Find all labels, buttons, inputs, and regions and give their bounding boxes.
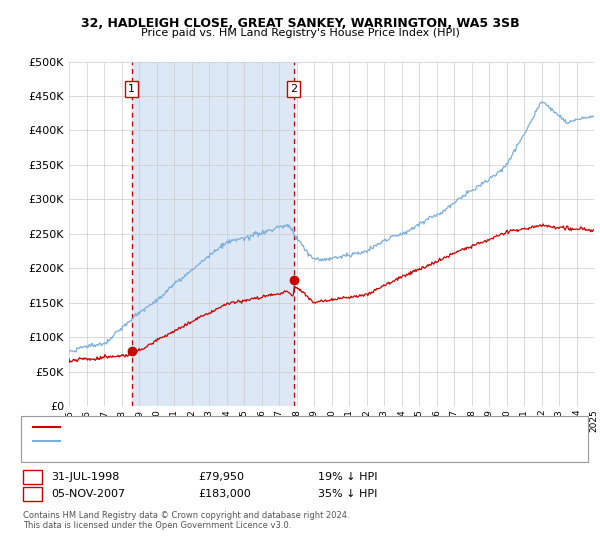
Text: 31-JUL-1998: 31-JUL-1998 [51,472,119,482]
Bar [131,62,294,406]
Text: 1: 1 [29,472,36,482]
Text: 2: 2 [290,84,297,94]
Text: 32, HADLEIGH CLOSE, GREAT SANKEY, WARRINGTON, WA5 3SB: 32, HADLEIGH CLOSE, GREAT SANKEY, WARRIN… [80,17,520,30]
Text: 2: 2 [29,489,36,499]
Text: 35% ↓ HPI: 35% ↓ HPI [318,489,377,499]
Text: 32, HADLEIGH CLOSE, GREAT SANKEY, WARRINGTON, WA5 3SB (detached house): 32, HADLEIGH CLOSE, GREAT SANKEY, WARRIN… [65,422,463,432]
Text: HPI: Average price, detached house, Warrington: HPI: Average price, detached house, Warr… [65,436,299,446]
Text: 05-NOV-2007: 05-NOV-2007 [51,489,125,499]
Text: 19% ↓ HPI: 19% ↓ HPI [318,472,377,482]
Text: 1: 1 [128,84,135,94]
Text: Price paid vs. HM Land Registry's House Price Index (HPI): Price paid vs. HM Land Registry's House … [140,28,460,38]
Text: Contains HM Land Registry data © Crown copyright and database right 2024.
This d: Contains HM Land Registry data © Crown c… [23,511,349,530]
Text: £183,000: £183,000 [198,489,251,499]
Text: £79,950: £79,950 [198,472,244,482]
